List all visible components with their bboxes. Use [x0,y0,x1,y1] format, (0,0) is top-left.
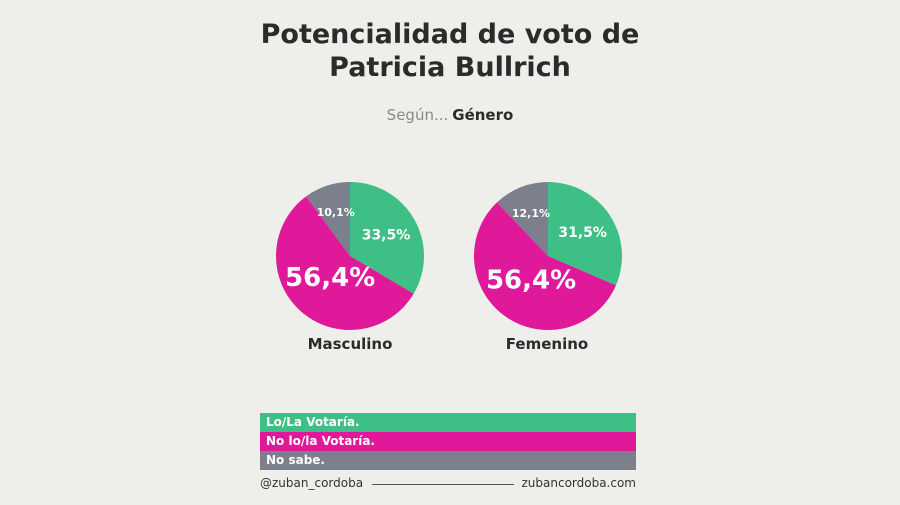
data-label-masculino-no-sabe: 10,1% [317,206,355,219]
data-label-femenino-no-sabe: 12,1% [512,207,550,220]
subtitle-category: Género [452,106,514,124]
pie-slice-masculino-no-lo-la-votar-a [275,196,414,331]
pie-slice-femenino-no-sabe [497,182,548,256]
legend-item-no-votaria: No lo/la Votaría. [260,432,636,451]
website-link: zubancordoba.com [521,476,636,490]
footer: @zuban_cordoba zubancordoba.com [260,476,636,492]
pie-slice-masculino-lo-la-votar-a [350,182,424,294]
data-label-femenino-no-lo-la-votar-a: 56,4% [486,265,576,295]
data-label-femenino-lo-la-votar-a: 31,5% [558,225,607,241]
legend-label: No sabe. [266,453,325,467]
legend-label: No lo/la Votaría. [266,434,375,448]
footer-divider [372,484,514,485]
subtitle-prefix: Según... [386,106,449,124]
data-label-masculino-lo-la-votar-a: 33,5% [362,227,411,243]
data-label-masculino-no-lo-la-votar-a: 56,4% [285,263,375,293]
chart-title: Potencialidad de voto de Patricia Bullri… [0,18,900,84]
pie-label-masculino: Masculino [307,335,393,353]
social-handle: @zuban_cordoba [260,476,364,490]
legend-item-no-sabe: No sabe. [260,451,636,470]
pie-label-femenino: Femenino [505,335,589,353]
title-line-1: Potencialidad de voto de [260,19,640,50]
pie-slice-femenino-no-lo-la-votar-a [473,202,616,331]
pie-slice-masculino-no-sabe [306,182,350,256]
pie-slice-femenino-lo-la-votar-a [548,182,622,286]
legend-label: Lo/La Votaría. [266,415,360,429]
chart-subtitle: Según... Género [0,106,900,124]
legend-item-votaria: Lo/La Votaría. [260,413,636,432]
title-line-2: Patricia Bullrich [329,52,571,83]
